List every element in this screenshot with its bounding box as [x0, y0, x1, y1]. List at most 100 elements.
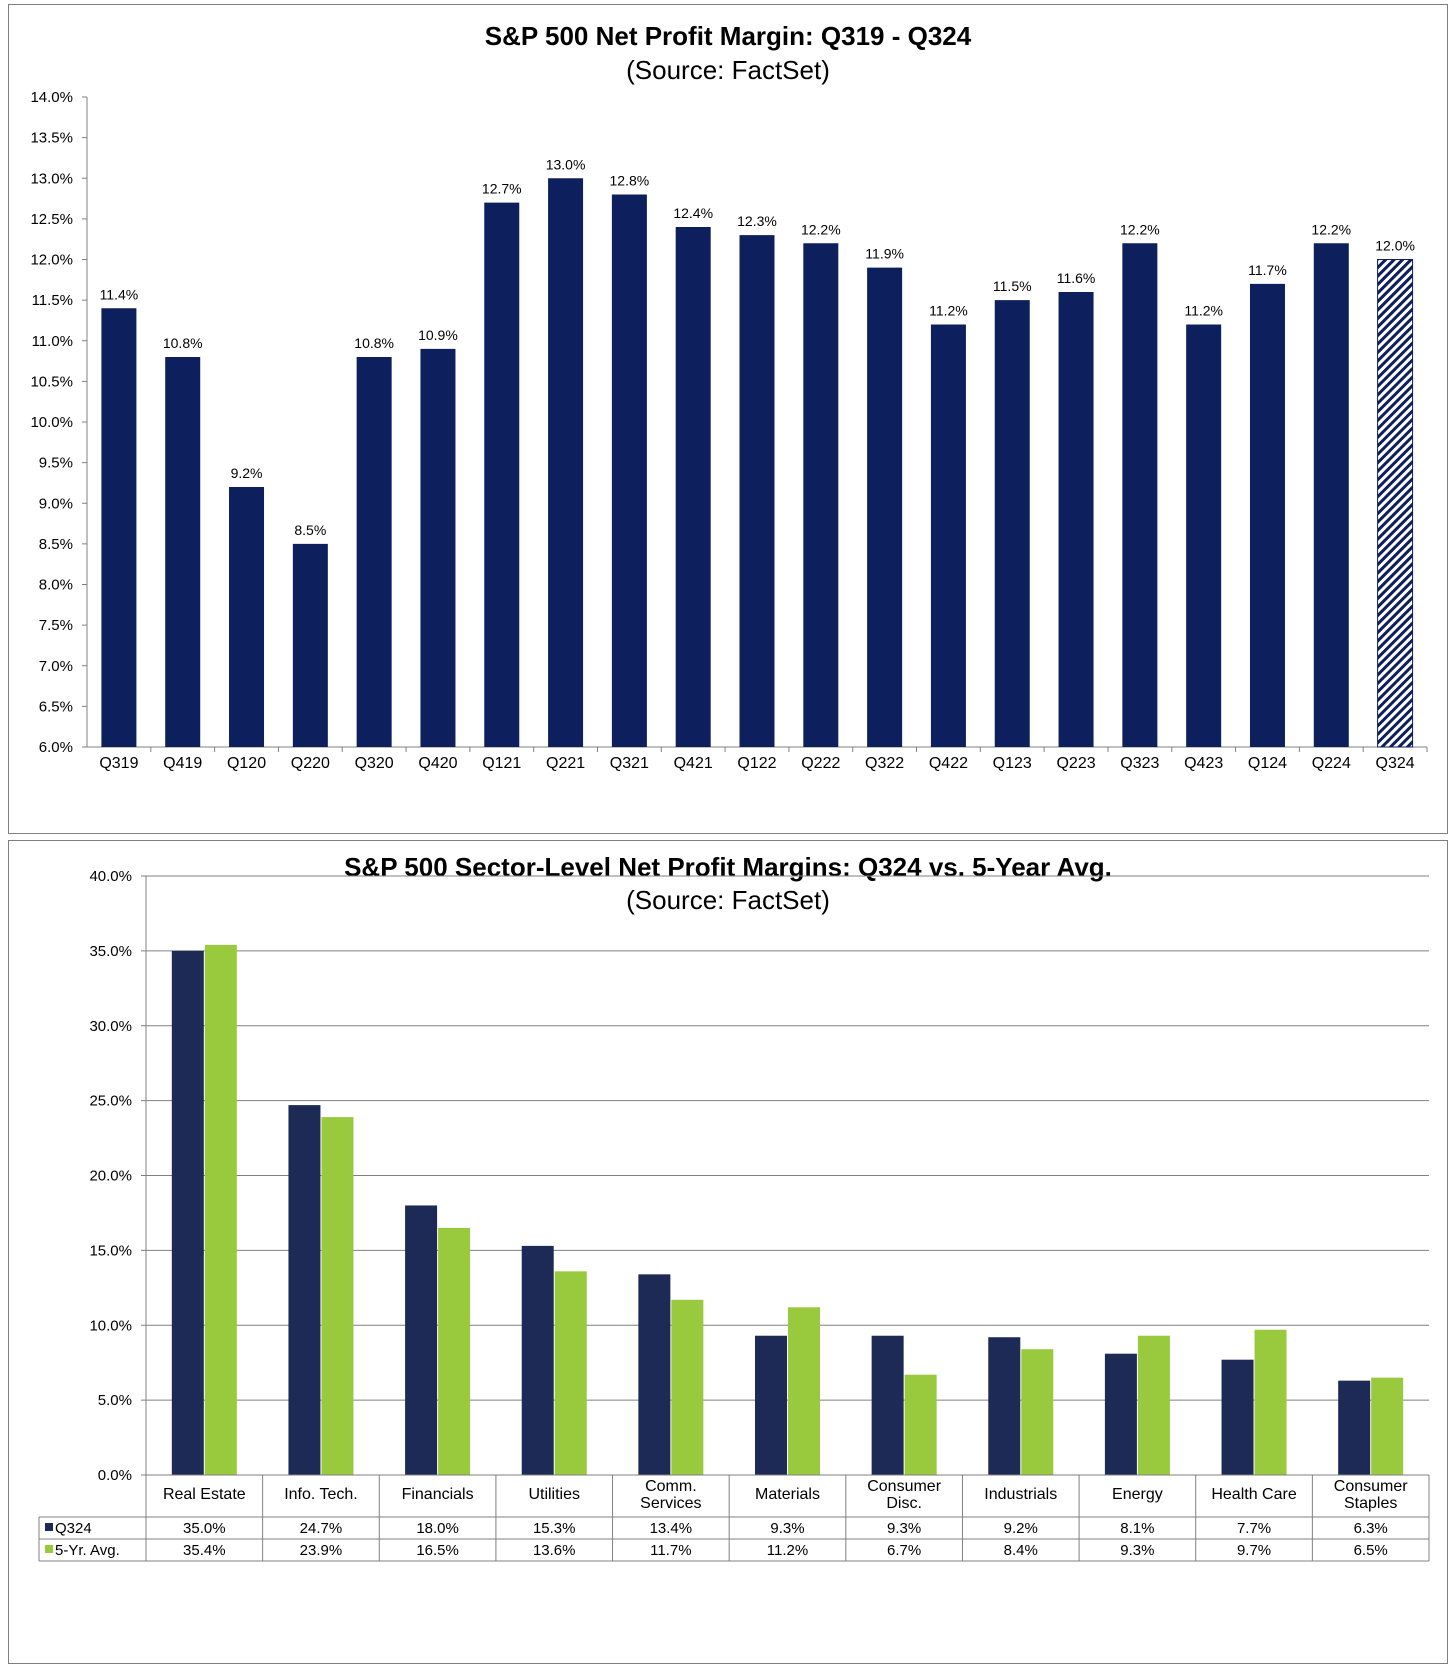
chart2-subtitle: (Source: FactSet) — [626, 885, 830, 915]
table-cell: 8.1% — [1120, 1520, 1154, 1537]
bar-5yr-avg — [1254, 1329, 1287, 1475]
y-tick-label: 12.5% — [30, 211, 73, 228]
category-label: Financials — [402, 1486, 474, 1503]
x-tick-label: Q322 — [865, 755, 904, 772]
category-label: Staples — [1344, 1495, 1397, 1512]
y-tick-label: 35.0% — [89, 943, 132, 960]
x-tick-label: Q224 — [1312, 755, 1351, 772]
bar — [611, 194, 647, 747]
data-label: 12.8% — [610, 173, 650, 189]
category-label: Services — [640, 1495, 701, 1512]
data-label: 11.7% — [1248, 262, 1287, 278]
table-cell: 18.0% — [416, 1520, 459, 1537]
y-tick-label: 13.0% — [30, 170, 73, 187]
bar — [803, 243, 839, 747]
table-cell: 9.7% — [1237, 1542, 1271, 1559]
y-tick-label: 8.5% — [39, 536, 73, 553]
y-tick-label: 11.5% — [32, 292, 73, 309]
table-cell: 6.5% — [1354, 1542, 1388, 1559]
legend-label: 5-Yr. Avg. — [55, 1542, 120, 1559]
bar — [675, 227, 711, 747]
category-label: Consumer — [1334, 1478, 1408, 1495]
bar — [930, 324, 966, 747]
data-label: 11.2% — [1184, 303, 1223, 319]
chart1-title: S&P 500 Net Profit Margin: Q319 - Q324 — [484, 21, 972, 51]
bar — [484, 202, 520, 747]
bar-q324 — [988, 1337, 1021, 1475]
x-tick-label: Q423 — [1184, 755, 1223, 772]
legend-label: Q324 — [55, 1520, 92, 1537]
category-label: Energy — [1112, 1486, 1163, 1503]
table-cell: 9.3% — [770, 1520, 804, 1537]
table-cell: 7.7% — [1237, 1520, 1271, 1537]
y-tick-label: 9.0% — [39, 495, 73, 512]
table-cell: 13.6% — [533, 1542, 576, 1559]
data-label: 11.6% — [1057, 270, 1096, 286]
y-tick-label: 5.0% — [98, 1392, 132, 1409]
x-tick-label: Q319 — [99, 755, 138, 772]
y-tick-label: 8.0% — [39, 577, 73, 594]
bar — [1186, 324, 1222, 747]
table-cell: 35.0% — [183, 1520, 226, 1537]
bar — [1313, 243, 1349, 747]
x-tick-label: Q324 — [1376, 755, 1415, 772]
data-label: 12.2% — [1311, 221, 1351, 237]
y-tick-label: 10.0% — [30, 414, 73, 431]
data-label: 12.7% — [482, 181, 522, 197]
category-label: Disc. — [886, 1495, 922, 1512]
net-margin-chart-panel: S&P 500 Net Profit Margin: Q319 - Q324 (… — [8, 4, 1448, 834]
y-tick-label: 6.5% — [39, 698, 73, 715]
table-cell: 15.3% — [533, 1520, 576, 1537]
x-tick-label: Q321 — [610, 755, 649, 772]
bar-q324 — [1338, 1380, 1371, 1475]
table-cell: 11.2% — [767, 1542, 808, 1559]
bar-5yr-avg — [788, 1307, 820, 1475]
bar — [101, 308, 137, 747]
x-tick-label: Q420 — [418, 755, 457, 772]
data-label: 10.8% — [354, 335, 394, 351]
bar-q324 — [171, 950, 204, 1475]
y-tick-label: 10.0% — [89, 1317, 132, 1334]
bar-5yr-avg — [1021, 1349, 1054, 1475]
chart1-subtitle: (Source: FactSet) — [626, 55, 830, 85]
bar — [1249, 283, 1285, 747]
x-tick-label: Q323 — [1120, 755, 1159, 772]
bar-5yr-avg — [438, 1227, 471, 1475]
table-cell: 9.3% — [887, 1520, 921, 1537]
data-label: 8.5% — [294, 522, 326, 538]
data-label: 12.4% — [673, 205, 713, 221]
data-label: 12.0% — [1375, 238, 1415, 254]
x-tick-label: Q121 — [482, 755, 521, 772]
bar-q324 — [871, 1335, 904, 1475]
y-tick-label: 0.0% — [98, 1467, 132, 1484]
bar — [994, 300, 1030, 747]
y-tick-label: 15.0% — [89, 1242, 132, 1259]
bar — [229, 487, 265, 747]
bar — [1122, 243, 1158, 747]
data-label: 10.9% — [418, 327, 458, 343]
y-tick-label: 9.5% — [39, 455, 73, 472]
y-tick-label: 14.0% — [30, 89, 73, 106]
y-tick-label: 13.5% — [30, 130, 73, 147]
bar-q324 — [755, 1335, 787, 1475]
bar-q324 — [1104, 1353, 1137, 1475]
sector-margin-chart-panel: S&P 500 Sector-Level Net Profit Margins:… — [8, 840, 1448, 1664]
bar-5yr-avg — [671, 1299, 704, 1475]
x-tick-label: Q123 — [993, 755, 1032, 772]
bar-q324 — [638, 1274, 671, 1475]
x-tick-label: Q419 — [163, 755, 202, 772]
y-tick-label: 20.0% — [89, 1168, 132, 1185]
x-tick-label: Q220 — [291, 755, 330, 772]
y-tick-label: 10.5% — [30, 373, 73, 390]
table-cell: 9.3% — [1120, 1542, 1154, 1559]
bar — [292, 543, 328, 747]
chart1-plot: 6.0% 6.5% 7.0% 7.5% 8.0% 8.5% 9.0% 9.5% 10.0% 10.… — [30, 89, 1428, 772]
bar-q324 — [405, 1205, 438, 1475]
table-cell: 6.3% — [1354, 1520, 1388, 1537]
table-cell: 8.4% — [1004, 1542, 1038, 1559]
x-tick-label: Q422 — [929, 755, 968, 772]
x-tick-label: Q222 — [801, 755, 840, 772]
bar-5yr-avg — [204, 944, 237, 1475]
data-label: 11.5% — [993, 278, 1032, 294]
x-tick-label: Q122 — [737, 755, 776, 772]
